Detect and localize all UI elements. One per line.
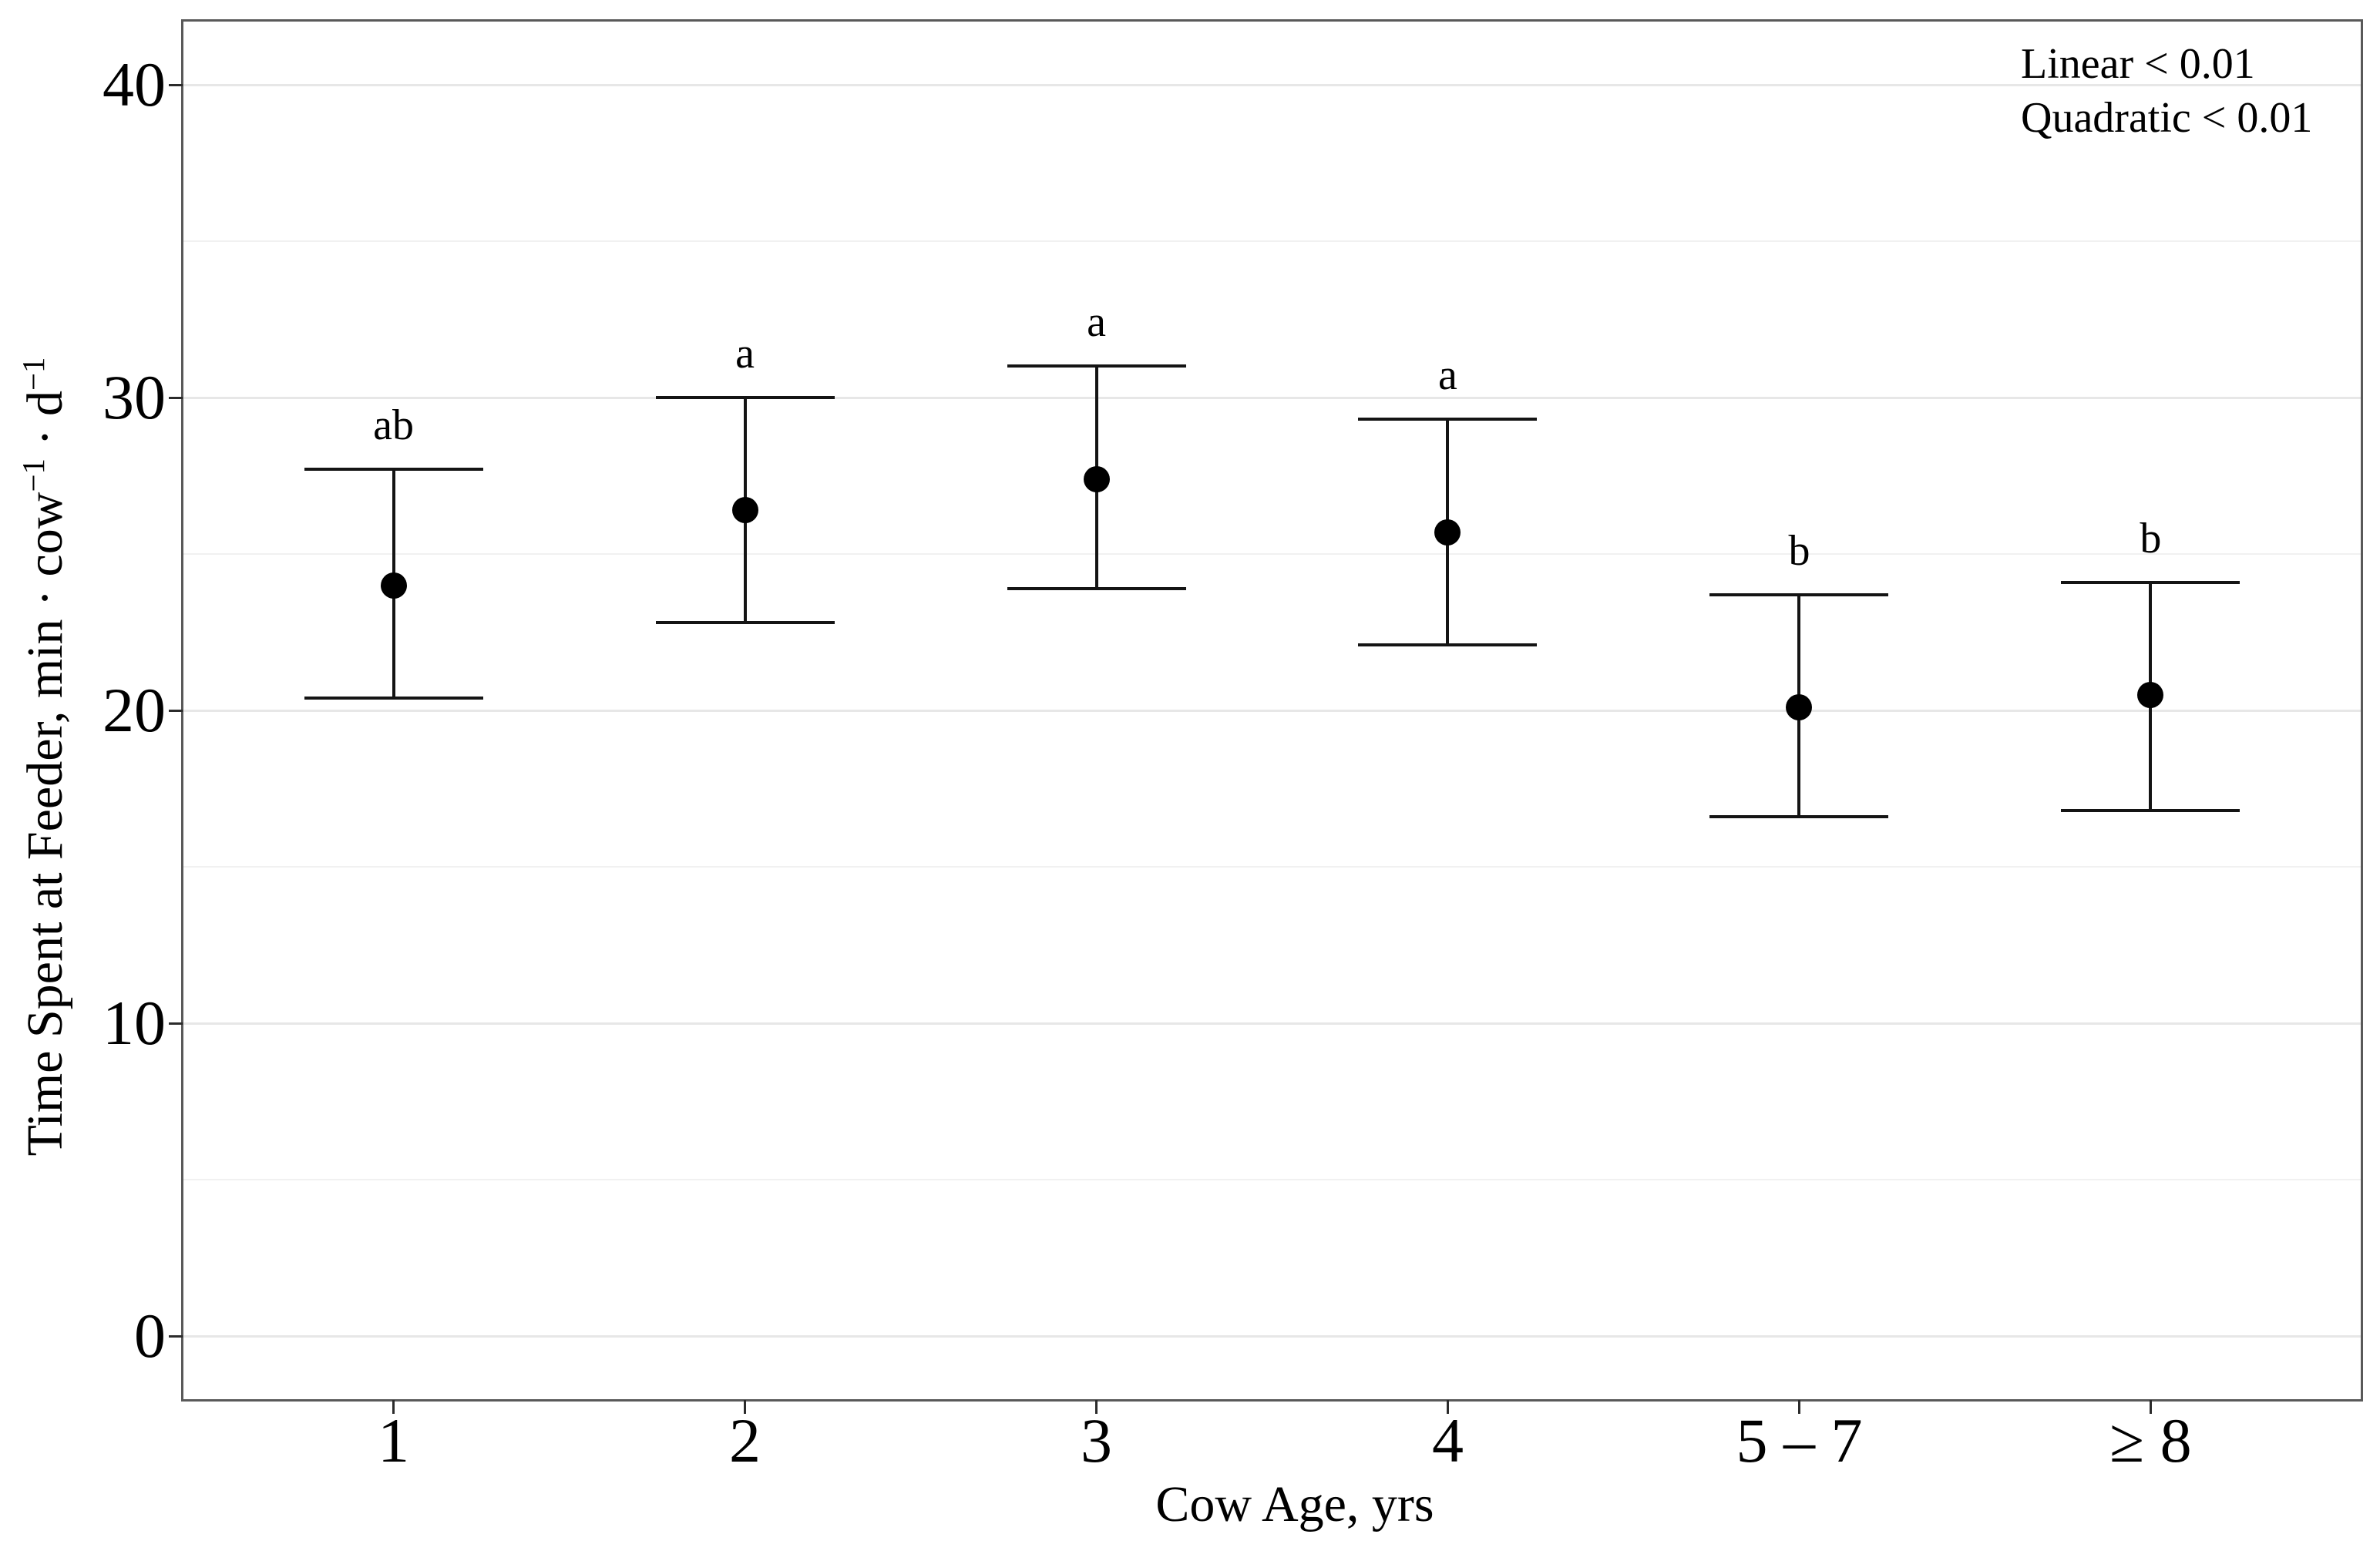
y-axis-superscript-2: −1 — [16, 357, 51, 391]
x-axis-tick — [1095, 1400, 1098, 1414]
gridline-major — [183, 1334, 2362, 1338]
y-tick-label: 0 — [134, 1301, 166, 1371]
mean-point — [1434, 519, 1461, 546]
contrast-annotation: Linear < 0.01 Quadratic < 0.01 — [2021, 37, 2312, 145]
y-axis-tick — [169, 1334, 183, 1338]
error-bar-cap-bottom — [304, 696, 483, 700]
y-axis-tick — [169, 1022, 183, 1025]
gridline-major — [183, 396, 2362, 399]
x-tick-label: 2 — [729, 1405, 761, 1475]
significance-letter: ab — [373, 401, 414, 450]
x-axis-tick — [1797, 1400, 1800, 1414]
plot-panel: ab a a a b b — [183, 21, 2362, 1400]
error-bar-cap-top — [1358, 418, 1538, 421]
gridline-minor — [183, 866, 2362, 868]
mean-point — [1083, 465, 1110, 492]
mean-point — [2137, 681, 2164, 708]
gridline-minor — [183, 1179, 2362, 1181]
gridline-major — [183, 1022, 2362, 1025]
error-bar-cap-bottom — [1709, 815, 1889, 819]
mean-point — [1786, 693, 1813, 720]
error-bar-cap-top — [1007, 364, 1186, 368]
y-tick-label: 20 — [103, 675, 166, 746]
y-tick-label: 40 — [103, 49, 166, 120]
error-bar-cap-bottom — [1358, 643, 1538, 646]
error-bar-cap-bottom — [655, 621, 835, 625]
y-axis-title: Time Spent at Feeder, min · cow−1 · d−1 — [16, 217, 79, 1296]
x-tick-label: ≥ 8 — [2109, 1405, 2192, 1475]
error-bar-cap-top — [304, 468, 483, 472]
error-bar-cap-bottom — [1007, 586, 1186, 590]
quadratic-contrast-label: Quadratic < 0.01 — [2021, 94, 2313, 142]
error-bar-cap-top — [1709, 593, 1889, 596]
significance-letter: a — [1438, 351, 1457, 400]
x-tick-label: 3 — [1081, 1405, 1113, 1475]
y-axis-tick — [169, 83, 183, 86]
error-bar-cap-bottom — [2061, 808, 2240, 812]
y-axis-tick — [169, 709, 183, 712]
mean-point — [731, 497, 758, 524]
gridline-major — [183, 83, 2362, 86]
y-axis-title-text-2: · d — [17, 391, 73, 459]
linear-contrast-label: Linear < 0.01 — [2021, 40, 2255, 88]
x-tick-label: 1 — [378, 1405, 410, 1475]
y-axis-tick — [169, 396, 183, 399]
x-axis-tick — [2149, 1400, 2152, 1414]
gridline-major — [183, 709, 2362, 712]
y-tick-label: 10 — [103, 988, 166, 1059]
x-axis-tick — [744, 1400, 747, 1414]
x-axis-title: Cow Age, yrs — [1155, 1476, 1434, 1532]
y-axis-title-text: Time Spent at Feeder, min · cow — [17, 492, 73, 1156]
error-bar-cap-top — [655, 396, 835, 400]
x-axis-tick — [392, 1400, 395, 1414]
mean-point — [380, 572, 407, 599]
x-axis-tick — [1446, 1400, 1449, 1414]
significance-letter: a — [735, 330, 755, 378]
gridline-minor — [183, 553, 2362, 556]
gridline-minor — [183, 240, 2362, 243]
y-axis-superscript: −1 — [16, 458, 51, 492]
significance-letter: a — [1087, 298, 1106, 347]
x-tick-label: 5 – 7 — [1736, 1405, 1863, 1475]
significance-letter: b — [2140, 514, 2162, 562]
y-tick-label: 30 — [103, 362, 166, 433]
x-tick-label: 4 — [1431, 1405, 1464, 1475]
significance-letter: b — [1788, 526, 1810, 575]
error-bar-cap-top — [2061, 580, 2240, 584]
